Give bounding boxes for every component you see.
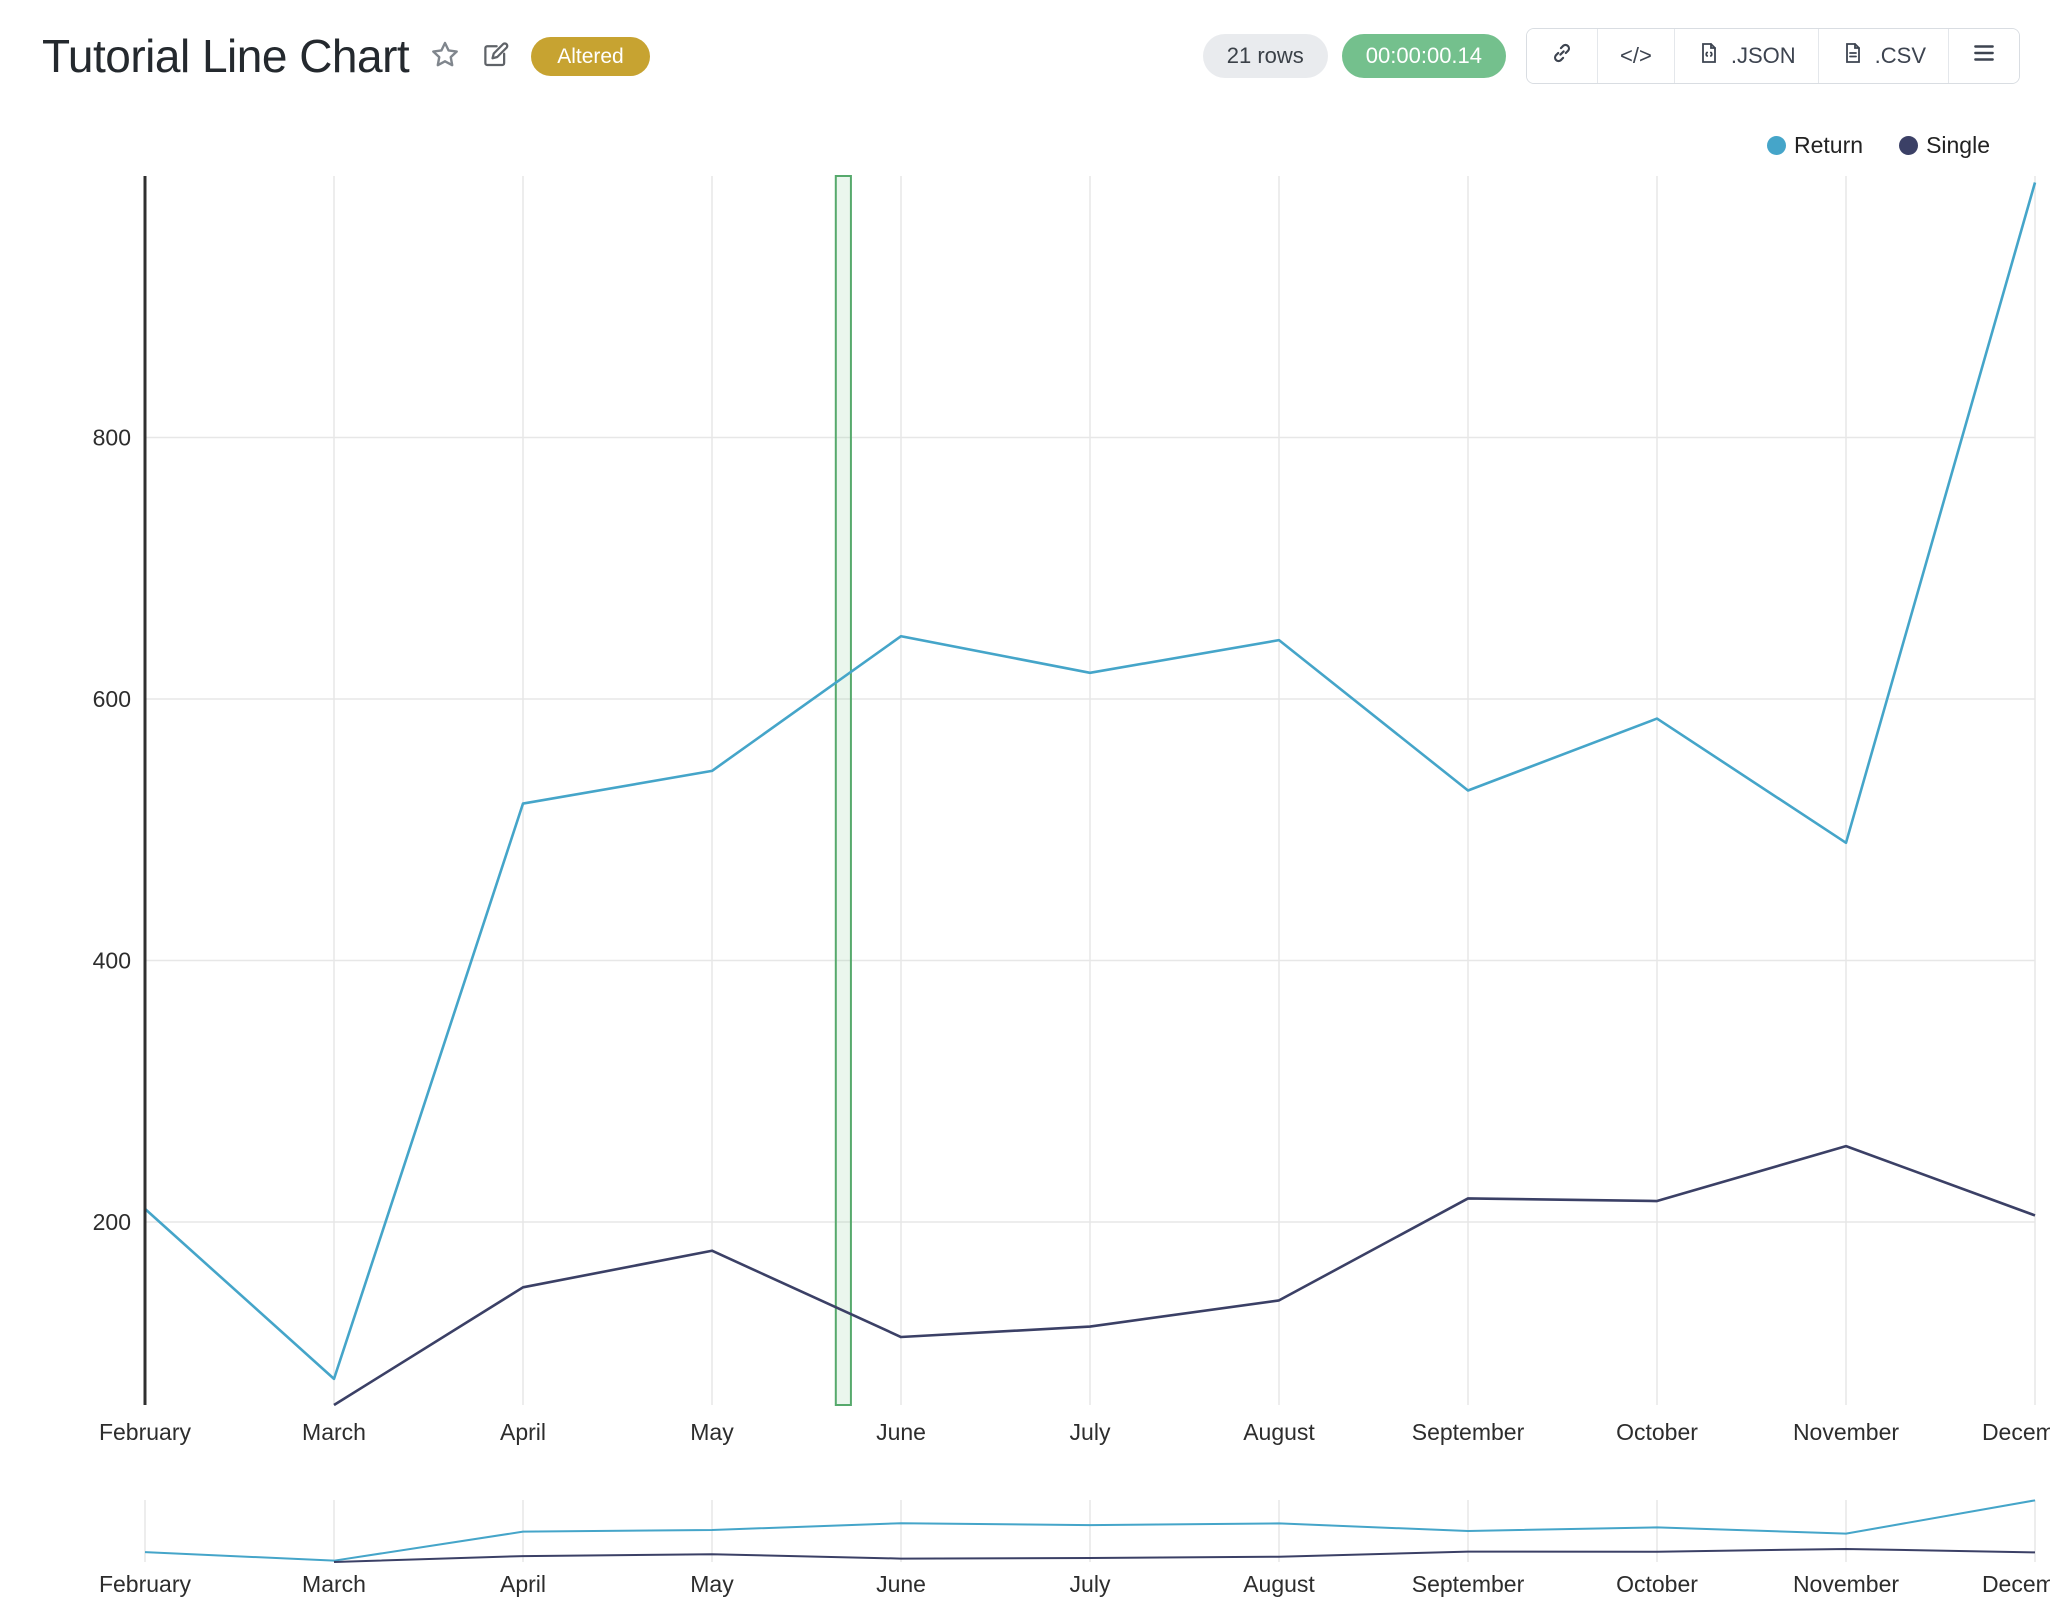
svg-text:February: February	[99, 1419, 192, 1445]
file-json-icon	[1697, 41, 1721, 71]
main-line-chart[interactable]: 200 400 600 800 February March April May June Jul…	[0, 0, 2050, 1460]
embed-code-button[interactable]: </>	[1597, 29, 1674, 83]
svg-text:May: May	[690, 1571, 734, 1597]
download-csv-button[interactable]: .CSV	[1817, 29, 1948, 83]
legend-dot-return	[1767, 136, 1787, 155]
svg-text:June: June	[876, 1571, 926, 1597]
svg-text:September: September	[1412, 1571, 1525, 1597]
svg-text:March: March	[302, 1571, 366, 1597]
row-count-badge: 21 rows	[1202, 34, 1328, 78]
svg-text:April: April	[500, 1419, 546, 1445]
download-json-label: .JSON	[1730, 43, 1796, 68]
svg-text:400: 400	[93, 947, 131, 973]
legend-item-single[interactable]: Single	[1899, 132, 1990, 159]
code-embed-icon: </>	[1620, 43, 1652, 68]
svg-text:August: August	[1243, 1571, 1315, 1597]
download-csv-label: .CSV	[1874, 43, 1926, 68]
svg-text:October: October	[1616, 1419, 1698, 1445]
link-icon	[1549, 40, 1575, 72]
favorite-star-button[interactable]	[429, 39, 461, 74]
file-csv-icon	[1841, 41, 1865, 71]
svg-text:May: May	[690, 1419, 734, 1445]
header-left: Tutorial Line Chart Altered	[42, 29, 650, 83]
svg-text:200: 200	[93, 1209, 131, 1235]
download-json-button[interactable]: .JSON	[1673, 29, 1818, 83]
legend-item-return[interactable]: Return	[1767, 132, 1863, 159]
edit-pencil-icon	[481, 40, 511, 73]
svg-text:August: August	[1243, 1419, 1315, 1445]
range-selector-chart[interactable]: February March April May June July August Septe…	[0, 1470, 2050, 1598]
header-right: 21 rows 00:00:00.14 </>	[1202, 28, 2020, 84]
svg-text:July: July	[1070, 1571, 1111, 1597]
altered-badge: Altered	[531, 36, 650, 76]
menu-button[interactable]	[1948, 29, 2019, 83]
svg-text:October: October	[1616, 1571, 1698, 1597]
share-link-button[interactable]	[1527, 29, 1598, 83]
legend-dot-single	[1899, 136, 1919, 155]
hamburger-icon	[1971, 40, 1997, 72]
svg-text:600: 600	[93, 686, 131, 712]
svg-text:September: September	[1412, 1419, 1525, 1445]
svg-text:February: February	[99, 1571, 192, 1597]
svg-text:800: 800	[93, 424, 131, 450]
page-title: Tutorial Line Chart	[42, 30, 410, 82]
svg-text:December: December	[1982, 1571, 2050, 1597]
svg-text:December: December	[1982, 1419, 2050, 1445]
header: Tutorial Line Chart Altered 21 rows 00:0…	[42, 18, 2020, 94]
svg-text:April: April	[500, 1571, 546, 1597]
svg-text:November: November	[1793, 1419, 1899, 1445]
legend-label-single: Single	[1926, 132, 1990, 158]
svg-text:June: June	[876, 1419, 926, 1445]
legend-label-return: Return	[1794, 132, 1864, 158]
chart-legend: Return Single	[1767, 132, 1990, 159]
svg-text:July: July	[1070, 1419, 1111, 1445]
execution-time-badge: 00:00:00.14	[1341, 34, 1507, 78]
export-button-group: </> .JSON	[1526, 28, 2020, 84]
star-icon	[429, 39, 461, 74]
edit-title-button[interactable]	[481, 40, 511, 73]
svg-text:March: March	[302, 1419, 366, 1445]
svg-text:November: November	[1793, 1571, 1899, 1597]
